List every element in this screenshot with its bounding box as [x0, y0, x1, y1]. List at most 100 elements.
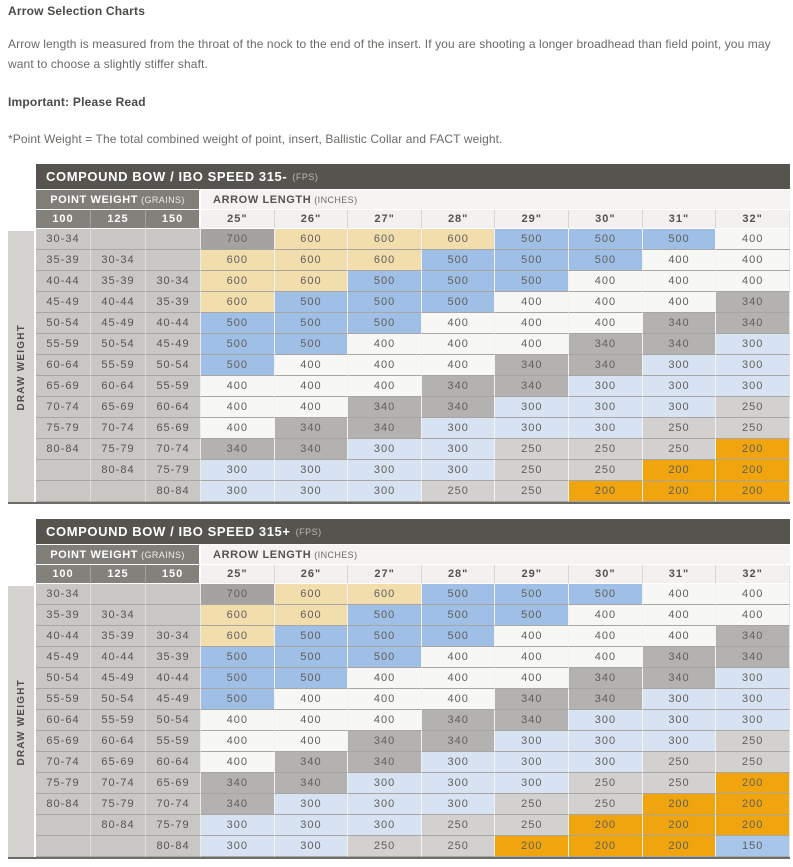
spine-value-cell: 200 [569, 481, 643, 503]
spine-value-cell: 340 [274, 752, 349, 774]
spine-value-cell: 600 [274, 605, 349, 627]
spine-value-cell: 400 [495, 626, 570, 648]
spine-value-cell: 300 [716, 376, 790, 398]
spine-value-cell: 200 [716, 481, 790, 503]
spine-value-cell: 250 [642, 418, 717, 440]
spine-value-cell: 400 [716, 584, 790, 606]
spine-value-cell: 250 [495, 794, 570, 816]
arrow-length-column-header: 30" [569, 210, 643, 230]
draw-weight-range-cell [146, 229, 202, 251]
draw-weight-range-cell: 50-54 [36, 313, 91, 335]
table-row: 30-34 700 600 600 600 500 500 500 400 [36, 229, 790, 251]
draw-weight-range-cell: 40-44 [146, 668, 202, 690]
arrow-length-header: ARROW LENGTH (INCHES) [201, 190, 790, 211]
draw-weight-range-cell: 50-54 [36, 668, 91, 690]
spine-value-cell: 250 [495, 460, 570, 482]
spine-table-body: 30-34 700 600 600 600 500 500 500 400 35-39 30-34 6… [36, 229, 790, 503]
draw-weight-range-cell: 65-69 [146, 418, 202, 440]
draw-weight-range-cell [36, 481, 91, 503]
spine-value-cell: 700 [201, 584, 275, 606]
draw-weight-range-cell: 50-54 [91, 689, 146, 711]
spine-value-cell: 340 [421, 731, 496, 753]
spine-value-cell: 340 [274, 773, 349, 795]
spine-value-cell: 600 [348, 250, 422, 272]
spine-value-cell: 340 [201, 794, 275, 816]
spine-value-cell: 300 [274, 815, 349, 837]
spine-value-cell: 400 [348, 689, 422, 711]
spine-value-cell: 500 [201, 355, 275, 377]
spine-value-cell: 400 [274, 355, 349, 377]
important-heading: Important: Please Read [8, 94, 146, 109]
spine-value-cell: 300 [642, 397, 717, 419]
spine-value-cell: 200 [716, 439, 790, 461]
spine-value-cell: 250 [716, 397, 790, 419]
spine-chart-315-minus: COMPOUND BOW / IBO SPEED 315- (FPS) DRAW … [8, 164, 790, 505]
spine-value-cell: 500 [495, 271, 570, 293]
spine-value-cell: 600 [274, 229, 349, 251]
spine-value-cell: 340 [421, 376, 496, 398]
spine-value-cell: 500 [201, 668, 275, 690]
spine-value-cell: 500 [274, 647, 349, 669]
table-row: 80-84 75-79 70-74 340 300 300 300 250 250 200 200 [36, 794, 790, 816]
table-row: 70-74 65-69 60-64 400 340 340 300 300 300 250 250 [36, 752, 790, 774]
draw-weight-range-cell: 70-74 [36, 397, 91, 419]
spine-value-cell: 340 [495, 355, 570, 377]
draw-weight-range-cell: 45-49 [36, 292, 91, 314]
spine-value-cell: 250 [569, 794, 643, 816]
spine-value-cell: 400 [348, 355, 422, 377]
point-weight-column-header: 150 [146, 210, 202, 230]
arrow-length-column-header: 29" [495, 565, 570, 585]
draw-weight-range-cell: 75-79 [146, 815, 202, 837]
arrow-length-column-header: 30" [569, 565, 643, 585]
spine-value-cell: 340 [569, 355, 643, 377]
draw-weight-range-cell: 80-84 [146, 481, 202, 503]
spine-value-cell: 300 [569, 731, 643, 753]
spine-value-cell: 250 [642, 752, 717, 774]
spine-value-cell: 250 [642, 773, 717, 795]
spine-value-cell: 300 [569, 710, 643, 732]
spine-value-cell: 400 [274, 731, 349, 753]
spine-value-cell: 600 [348, 229, 422, 251]
draw-weight-range-cell: 60-64 [146, 752, 202, 774]
draw-weight-range-cell: 65-69 [36, 731, 91, 753]
spine-value-cell: 500 [642, 229, 717, 251]
spine-value-cell: 340 [569, 334, 643, 356]
spine-value-cell: 400 [569, 605, 643, 627]
spine-value-cell: 400 [274, 397, 349, 419]
point-weight-note: *Point Weight = The total combined weigh… [8, 131, 503, 146]
table-row: 40-44 35-39 30-34 600 500 500 500 400 400 400 340 [36, 626, 790, 648]
spine-value-cell: 300 [421, 418, 496, 440]
chart-title-bar: COMPOUND BOW / IBO SPEED 315+ (FPS) [36, 519, 790, 545]
spine-value-cell: 400 [201, 731, 275, 753]
spine-value-cell: 250 [569, 460, 643, 482]
spine-value-cell: 600 [201, 250, 275, 272]
spine-value-cell: 400 [201, 710, 275, 732]
draw-weight-axis: DRAW WEIGHT [8, 231, 34, 503]
draw-weight-range-cell [91, 584, 146, 606]
point-weight-column-header: 150 [146, 565, 202, 585]
draw-weight-range-cell: 60-64 [91, 731, 146, 753]
spine-value-cell: 300 [569, 752, 643, 774]
table-row: 60-64 55-59 50-54 500 400 400 400 340 340 300 300 [36, 355, 790, 377]
spine-value-cell: 340 [348, 752, 422, 774]
table-row: 45-49 40-44 35-39 500 500 500 400 400 400 340 340 [36, 647, 790, 669]
draw-weight-range-cell: 60-64 [146, 397, 202, 419]
spine-value-cell: 300 [348, 460, 422, 482]
table-row: 75-79 70-74 65-69 340 340 300 300 300 250 250 200 [36, 773, 790, 795]
table-row: 55-59 50-54 45-49 500 400 400 400 340 340 300 300 [36, 689, 790, 711]
draw-weight-range-cell: 65-69 [91, 752, 146, 774]
draw-weight-range-cell: 55-59 [91, 710, 146, 732]
spine-value-cell: 600 [274, 584, 349, 606]
spine-value-cell: 300 [569, 397, 643, 419]
draw-weight-range-cell: 35-39 [146, 292, 202, 314]
draw-weight-range-cell: 45-49 [146, 689, 202, 711]
spine-value-cell: 700 [201, 229, 275, 251]
draw-weight-axis: DRAW WEIGHT [8, 586, 34, 858]
point-weight-header-unit: (GRAINS) [141, 194, 185, 205]
table-row: 80-84 75-79 300 300 300 250 250 200 200 200 [36, 815, 790, 837]
draw-weight-range-cell: 30-34 [91, 250, 146, 272]
spine-value-cell: 500 [421, 626, 496, 648]
column-header-row: 100 125 150 25" 26" 27" 28" 29" 30" 31" … [36, 210, 790, 230]
spine-value-cell: 300 [348, 794, 422, 816]
draw-weight-range-cell: 55-59 [146, 731, 202, 753]
